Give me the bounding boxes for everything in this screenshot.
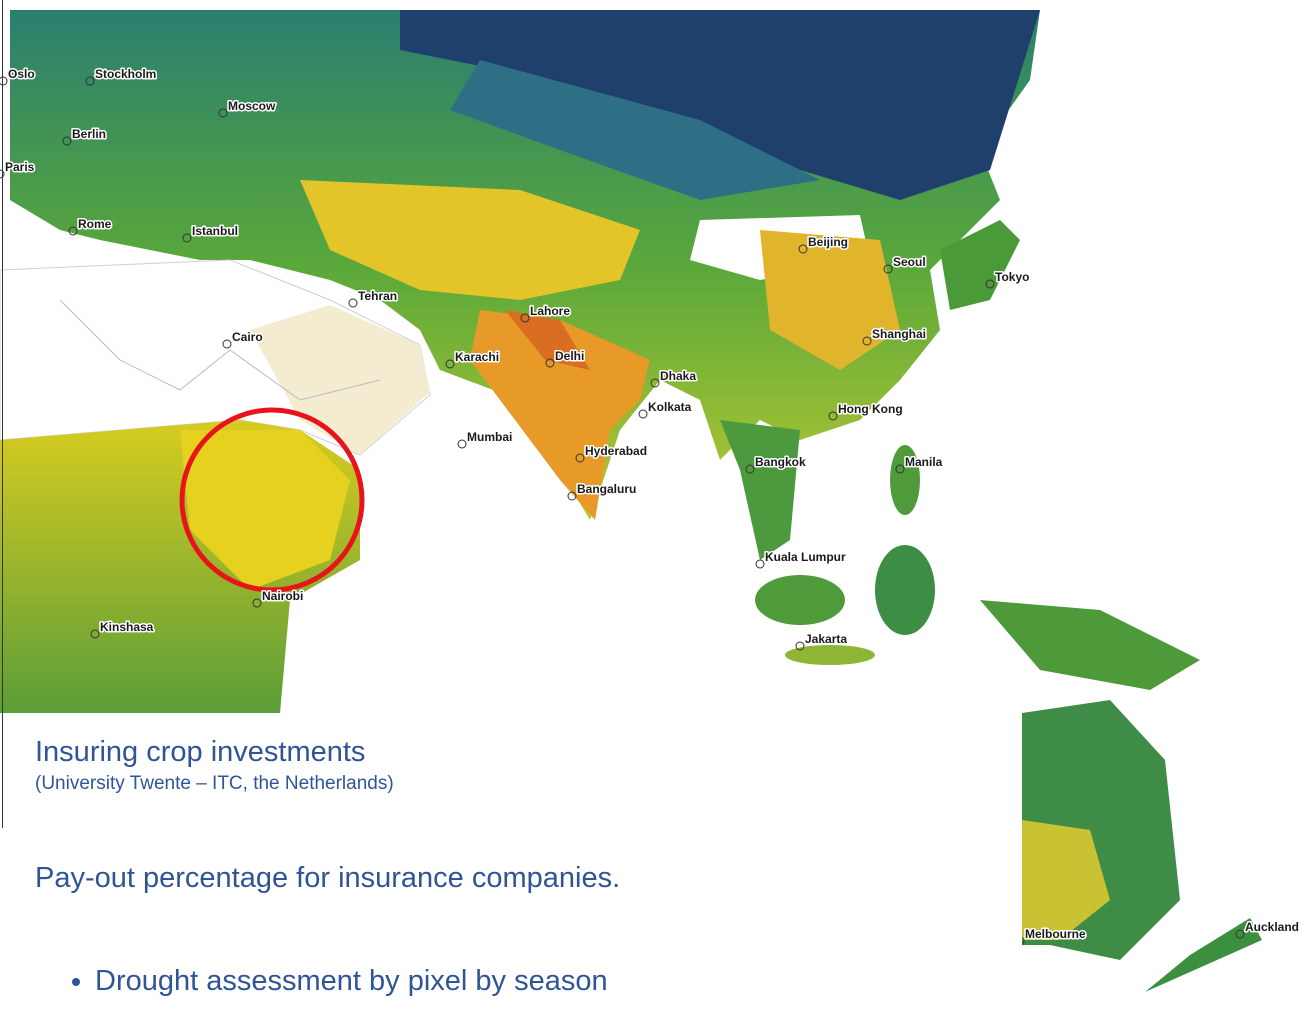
city-label: Moscow <box>228 99 276 113</box>
city-marker <box>349 299 357 307</box>
city-label: Stockholm <box>95 67 156 81</box>
city-label: Melbourne <box>1025 927 1086 941</box>
city-label: Bangkok <box>755 455 806 469</box>
city-label: Tehran <box>358 289 397 303</box>
city-label: Kinshasa <box>100 620 154 634</box>
city-label: Rome <box>78 217 112 231</box>
city-label: Shanghai <box>872 327 926 341</box>
slide: {"cities": ["Oslo", "Stockholm", "Moscow… <box>0 0 1307 1009</box>
city-label: Dhaka <box>660 369 696 383</box>
body-text: Pay-out percentage for insurance compani… <box>35 862 620 895</box>
city-label: Oslo <box>8 67 35 81</box>
city-label: Hong Kong <box>838 402 903 416</box>
city-label: Beijing <box>808 235 848 249</box>
city-label: Auckland <box>1245 920 1299 934</box>
city-marker <box>639 410 647 418</box>
city-label: Kolkata <box>648 400 692 414</box>
city-label: Lahore <box>530 304 570 318</box>
city-label: Nairobi <box>262 589 303 603</box>
city-label: Tokyo <box>995 270 1029 284</box>
city-label: Seoul <box>893 255 926 269</box>
caption-source: (University Twente – ITC, the Netherland… <box>35 773 394 795</box>
city-label: Hyderabad <box>585 444 647 458</box>
city-label: Delhi <box>555 349 584 363</box>
city-label: Istanbul <box>192 224 238 238</box>
bullet-list: Drought assessment by pixel by season <box>35 965 608 998</box>
city-label: Kuala Lumpur <box>765 550 846 564</box>
city-marker <box>458 440 466 448</box>
bullet: Drought assessment by pixel by season <box>95 965 608 998</box>
city-label: Cairo <box>232 330 263 344</box>
city-label: Jakarta <box>805 632 847 646</box>
caption-title: Insuring crop investments <box>35 736 365 769</box>
city-label: Berlin <box>72 127 106 141</box>
city-label: Karachi <box>455 350 499 364</box>
city-label: Mumbai <box>467 430 512 444</box>
city-marker <box>756 560 764 568</box>
frame-line <box>2 0 3 828</box>
city-label: Bangaluru <box>577 482 636 496</box>
city-label: Manila <box>905 455 943 469</box>
city-label: Paris <box>5 160 35 174</box>
